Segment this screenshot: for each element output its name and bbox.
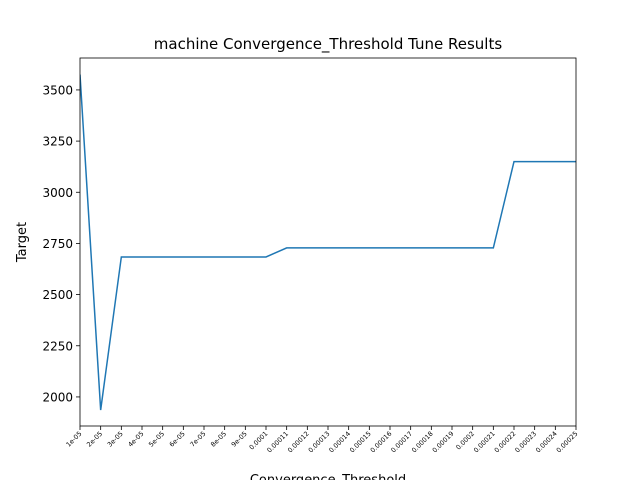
- plot-frame: [79, 57, 577, 427]
- x-tick-label: 0.00022: [493, 430, 518, 455]
- x-tick-label: 4e-05: [126, 430, 145, 449]
- x-tick-label: 9e-05: [230, 430, 249, 449]
- y-tick-label: 3250: [42, 135, 73, 149]
- line: [80, 74, 576, 411]
- x-tick-label: 0.00021: [472, 430, 497, 455]
- x-tick-label: 0.00025: [555, 430, 580, 455]
- y-tick-label: 3500: [42, 83, 73, 97]
- x-tick-label: 0.00016: [369, 430, 394, 455]
- y-tick-label: 2000: [42, 390, 73, 404]
- y-tick-label: 2500: [42, 288, 73, 302]
- x-tick-label: 6e-05: [168, 430, 187, 449]
- x-tick-label: 0.00024: [534, 430, 559, 455]
- x-tick-label: 0.00019: [431, 430, 456, 455]
- x-tick-label: 1e-05: [64, 430, 83, 449]
- x-tick-label: 0.00017: [389, 430, 414, 455]
- x-tick-label: 0.00011: [265, 430, 290, 455]
- chart-title: machine Convergence_Threshold Tune Resul…: [154, 35, 503, 54]
- x-tick-label: 3e-05: [106, 430, 125, 449]
- x-tick-label: 0.00023: [513, 430, 538, 455]
- y-tick-label: 2250: [42, 339, 73, 353]
- x-tick-label: 2e-05: [85, 430, 104, 449]
- x-tick-label: 8e-05: [209, 430, 228, 449]
- x-tick-label: 0.00013: [307, 430, 332, 455]
- x-tick-label: 0.00014: [327, 430, 352, 455]
- y-axis-label: Target: [15, 222, 30, 263]
- x-axis-label: Convergence_Threshold: [250, 473, 406, 480]
- y-tick-label: 3000: [42, 186, 73, 200]
- x-tick-label: 0.00015: [348, 430, 373, 455]
- x-tick-label: 5e-05: [147, 430, 166, 449]
- x-tick-label: 0.00012: [286, 430, 311, 455]
- y-tick-label: 2750: [42, 237, 73, 251]
- x-tick-label: 7e-05: [188, 430, 207, 449]
- x-tick-label: 0.00018: [410, 430, 435, 455]
